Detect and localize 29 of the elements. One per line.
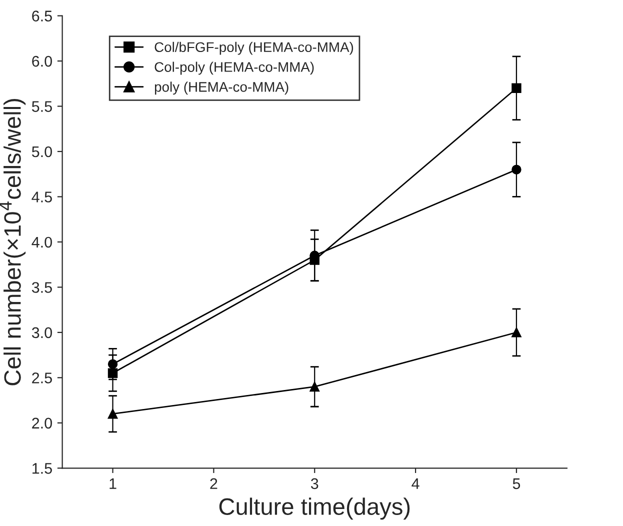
x-tick-label: 3 — [310, 478, 318, 490]
y-tick-label: 4.0 — [32, 236, 52, 248]
point — [512, 328, 522, 338]
legend-label: Col-poly (HEMA-co-MMA) — [154, 62, 314, 75]
x-tick-label: 5 — [512, 478, 520, 490]
point — [512, 164, 522, 174]
point — [108, 408, 118, 419]
y-tick-label: 6.5 — [32, 10, 52, 22]
y-tick-label: 2.5 — [32, 372, 52, 384]
x-tick-label: 1 — [110, 478, 116, 489]
x-tick-label: 2 — [210, 478, 218, 489]
legend-label: Col/bFGF-poly (HEMA-co-MMA) — [154, 42, 354, 55]
y-axis-title: Cell number(×10$^{4}$cells/well) — [0, 99, 26, 386]
x-axis-title: Culture time(days) — [219, 498, 410, 520]
y-tick-label: 5.5 — [32, 101, 52, 112]
point — [108, 368, 118, 378]
y-tick-label: 1.5 — [32, 463, 52, 474]
y-tick-label: 3.0 — [32, 327, 52, 338]
point — [512, 83, 522, 94]
point — [310, 255, 320, 265]
y-tick-label: 4.5 — [32, 192, 52, 202]
point — [310, 382, 320, 392]
point — [108, 359, 118, 369]
y-tick-label: 5.0 — [32, 146, 52, 158]
y-tick-label: 2.0 — [32, 418, 52, 429]
x-tick-label: 4 — [412, 478, 420, 489]
y-tick-label: 6.0 — [32, 56, 52, 67]
y-tick-label: 3.5 — [32, 282, 52, 293]
legend-label: poly (HEMA-co-MMA) — [154, 82, 288, 95]
